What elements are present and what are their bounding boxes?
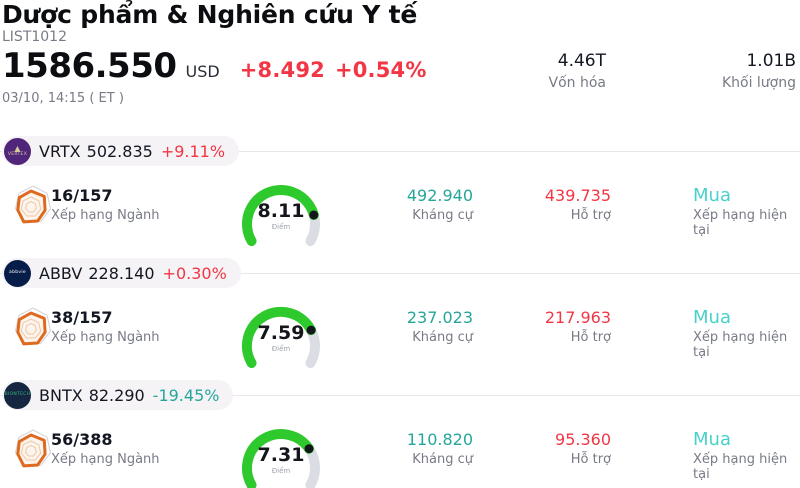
industry-rank: 16/157 Xếp hạng Ngành <box>51 186 160 224</box>
score-gauge-arc <box>242 185 320 246</box>
resistance-column: 237.023 Kháng cự <box>313 308 473 346</box>
ticker-symbol: ABBV <box>39 263 83 283</box>
ticker-price: 228.140 <box>88 263 155 283</box>
resistance-value: 492.940 <box>406 186 473 205</box>
support-column: 95.360 Hỗ trợ <box>451 430 611 468</box>
industry-rank-value: 16/157 <box>51 186 113 205</box>
rating-value: Mua <box>693 307 731 328</box>
resistance-label: Kháng cự <box>412 330 473 345</box>
ticker-pill-vrtx[interactable]: ▲ VERTEX VRTX 502.835 +9.11% <box>2 136 240 166</box>
ticker-symbol: VRTX <box>39 141 81 161</box>
score-label: Điểm <box>271 467 291 475</box>
market-cap-label: Vốn hóa <box>548 75 606 91</box>
stock-row-bntx: BIONTECH BNTX 82.290 -19.45% 56/388 Xếp h… <box>0 380 800 488</box>
industry-radar-icon <box>10 306 54 350</box>
score-gauge-arc <box>242 429 320 488</box>
score-value: 7.31 <box>257 444 305 466</box>
support-label: Hỗ trợ <box>570 330 611 345</box>
industry-rank: 56/388 Xếp hạng Ngành <box>51 430 160 468</box>
score-gauge: 8.11 Điểm <box>236 176 326 246</box>
index-change: +8.492 +0.54% <box>240 58 427 82</box>
score-value: 7.59 <box>257 322 305 344</box>
rating-label: Xếp hạng hiện tại <box>693 208 788 238</box>
index-change-abs: +8.492 <box>239 58 325 82</box>
index-price: 1586.550 <box>2 46 177 86</box>
rating-column: Mua Xếp hạng hiện tại <box>693 307 799 361</box>
industry-rank: 38/157 Xếp hạng Ngành <box>51 308 160 346</box>
ticker-change: +9.11% <box>160 141 226 161</box>
ticker-change: -19.45% <box>152 385 220 405</box>
support-column: 217.963 Hỗ trợ <box>451 308 611 346</box>
vertex-logo-label: VERTEX <box>7 151 28 157</box>
rating-value: Mua <box>693 185 731 206</box>
ticker-price: 82.290 <box>88 385 145 405</box>
ticker-symbol: BNTX <box>39 385 83 405</box>
index-price-row: 1586.550 USD +8.492 +0.54% <box>2 46 427 86</box>
industry-rank-label: Xếp hạng Ngành <box>51 330 160 345</box>
stock-row-vrtx: ▲ VERTEX VRTX 502.835 +9.11% 16/157 Xếp h… <box>0 136 800 258</box>
abbvie-logo: abbvie <box>4 259 31 287</box>
currency-label: USD <box>185 62 220 81</box>
row-divider <box>0 273 800 274</box>
support-label: Hỗ trợ <box>570 208 611 223</box>
page-title: Dược phẩm & Nghiên cứu Y tế <box>2 0 418 29</box>
support-value: 439.735 <box>544 186 611 205</box>
vertex-logo: ▲ VERTEX <box>4 137 31 165</box>
rating-value: Mua <box>693 429 731 450</box>
score-gauge: 7.59 Điểm <box>236 298 326 368</box>
score-gauge: 7.31 Điểm <box>236 420 326 488</box>
volume-value: 1.01B <box>746 51 796 71</box>
support-value: 217.963 <box>544 308 611 327</box>
market-cap-value: 4.46T <box>557 51 606 71</box>
ticker-symbol-price: BNTX 82.290 <box>39 386 145 405</box>
ticker-price: 502.835 <box>86 141 153 161</box>
abbvie-logo-label: abbvie <box>9 270 26 275</box>
resistance-column: 492.940 Kháng cự <box>313 186 473 224</box>
score-label: Điểm <box>271 223 291 231</box>
rating-column: Mua Xếp hạng hiện tại <box>693 429 799 483</box>
market-cap-stat: 4.46T Vốn hóa <box>549 51 606 91</box>
row-divider <box>0 395 800 396</box>
volume-stat: 1.01B Khối lượng <box>722 51 796 91</box>
index-change-pct: +0.54% <box>334 58 427 82</box>
resistance-label: Kháng cự <box>412 208 473 223</box>
industry-radar-icon <box>10 428 54 472</box>
ticker-change: +0.30% <box>162 263 227 283</box>
resistance-label: Kháng cự <box>412 452 473 467</box>
score-label: Điểm <box>271 345 291 353</box>
support-column: 439.735 Hỗ trợ <box>451 186 611 224</box>
ticker-pill-bntx[interactable]: BIONTECH BNTX 82.290 -19.45% <box>2 380 234 410</box>
biontech-logo-label: BIONTECH <box>4 392 31 397</box>
score-gauge-arc <box>241 306 320 368</box>
vertex-logo-mark: ▲ <box>14 143 21 153</box>
resistance-value: 110.820 <box>406 430 473 449</box>
industry-rank-value: 38/157 <box>51 308 113 327</box>
resistance-column: 110.820 Kháng cự <box>313 430 473 468</box>
rating-column: Mua Xếp hạng hiện tại <box>693 185 799 239</box>
industry-rank-label: Xếp hạng Ngành <box>51 452 160 467</box>
industry-rank-value: 56/388 <box>51 430 113 449</box>
industry-radar-icon <box>10 184 54 228</box>
ticker-symbol-price: VRTX 502.835 <box>39 142 153 161</box>
timestamp: 03/10, 14:15 ( ET ) <box>2 91 124 106</box>
rating-label: Xếp hạng hiện tại <box>693 452 788 482</box>
rating-label: Xếp hạng hiện tại <box>693 330 788 360</box>
stock-row-abbv: abbvie ABBV 228.140 +0.30% 38/157 Xếp hạn… <box>0 258 800 380</box>
row-divider <box>0 151 800 152</box>
biontech-logo: BIONTECH <box>4 381 31 409</box>
support-value: 95.360 <box>555 430 611 449</box>
list-id: LIST1012 <box>2 29 67 45</box>
score-value: 8.11 <box>257 200 305 222</box>
volume-label: Khối lượng <box>721 75 796 91</box>
ticker-pill-abbv[interactable]: abbvie ABBV 228.140 +0.30% <box>2 258 241 288</box>
support-label: Hỗ trợ <box>570 452 611 467</box>
ticker-symbol-price: ABBV 228.140 <box>39 264 155 283</box>
resistance-value: 237.023 <box>406 308 473 327</box>
industry-rank-label: Xếp hạng Ngành <box>51 208 160 223</box>
